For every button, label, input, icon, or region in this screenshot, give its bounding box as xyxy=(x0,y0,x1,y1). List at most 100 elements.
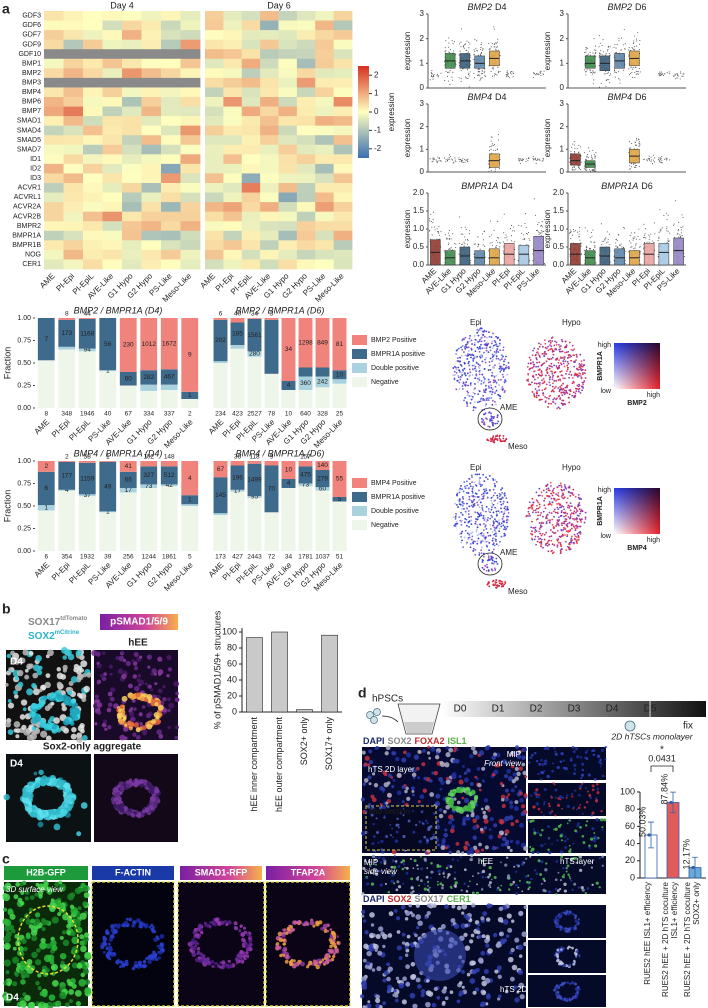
umap-dot xyxy=(527,378,530,381)
cell-dot xyxy=(473,243,475,245)
umap-dot xyxy=(476,534,479,537)
heatmap-cell xyxy=(63,68,84,79)
count-label: 9 xyxy=(270,454,274,461)
heatmap-cell xyxy=(83,202,103,213)
heatmap-cell xyxy=(205,49,224,60)
cell-dot xyxy=(535,229,538,232)
umap-dot xyxy=(491,580,494,583)
umap-dot xyxy=(487,399,490,401)
cell-dot xyxy=(520,225,522,227)
umap-dot xyxy=(477,348,480,350)
umap-dot xyxy=(492,548,495,551)
y-tick-label: 1.0 xyxy=(553,224,565,233)
cell-dot xyxy=(594,157,596,159)
umap-dot xyxy=(537,376,539,379)
cell-dot xyxy=(532,158,534,160)
umap-dot xyxy=(537,394,540,397)
umap-dot xyxy=(579,525,582,528)
umap-dot xyxy=(564,340,567,343)
umap-dot xyxy=(468,368,471,371)
umap-dot xyxy=(468,364,471,367)
cell-dot xyxy=(638,145,640,147)
umap-dot xyxy=(569,494,572,497)
cell-dot xyxy=(455,264,457,266)
heatmap-cell xyxy=(63,49,84,60)
umap-dot xyxy=(458,381,461,384)
cell-dot xyxy=(526,158,528,160)
cell-dot xyxy=(507,75,509,77)
count-label: 4 xyxy=(287,480,291,487)
cell-dot xyxy=(614,76,616,78)
cell-dot xyxy=(574,147,576,149)
cell-dot xyxy=(439,238,441,240)
cell-dot xyxy=(445,71,447,73)
cell-dot xyxy=(538,222,540,224)
heatmap-cell xyxy=(63,183,84,193)
count-label: 1499 xyxy=(247,477,262,484)
cell-dot xyxy=(649,159,651,161)
umap-dot xyxy=(460,354,463,357)
umap-dot xyxy=(474,355,476,358)
count-label: 56 xyxy=(104,341,112,348)
bar-segment xyxy=(58,461,76,462)
cell-dot xyxy=(587,171,589,173)
heatmap-cell xyxy=(205,211,224,222)
cell-dot xyxy=(493,68,495,70)
umap-dot xyxy=(540,521,543,524)
colorbar-tick-label: -1 xyxy=(374,126,382,135)
umap-dot xyxy=(457,374,460,377)
count-label: 39 xyxy=(104,554,112,561)
cell-dot xyxy=(614,71,616,73)
umap-dot xyxy=(504,582,507,584)
cell-dot xyxy=(606,231,608,233)
umap-dot xyxy=(554,511,557,514)
cell-dot xyxy=(613,69,616,71)
cell-dot xyxy=(518,158,520,160)
cell-dot xyxy=(609,82,611,84)
umap-dot xyxy=(492,374,495,377)
heatmap-cell xyxy=(223,221,243,232)
count-label: 1159 xyxy=(80,475,94,482)
count-label: 234 xyxy=(215,411,226,418)
cell-dot xyxy=(650,160,652,162)
cell-dot xyxy=(589,69,591,71)
umap-dot xyxy=(560,514,563,517)
cell-dot xyxy=(580,253,582,255)
umap-dot xyxy=(563,389,566,392)
heatmap-cell xyxy=(260,97,279,107)
heatmap-cell xyxy=(278,173,298,184)
umap-dot xyxy=(575,524,578,527)
umap-dot xyxy=(572,349,574,352)
umap-dot xyxy=(490,397,493,399)
umap-dot xyxy=(571,539,573,542)
umap-dot xyxy=(455,512,457,515)
heatmap-cell xyxy=(122,173,142,184)
cell-dot xyxy=(495,246,497,248)
cell-dot xyxy=(491,67,493,69)
cell-dot xyxy=(518,224,520,226)
cell-dot xyxy=(447,238,449,240)
heatmap-cell xyxy=(296,39,316,50)
cell-dot xyxy=(465,49,467,51)
heatmap-cell xyxy=(223,97,243,107)
umap-label: Epi xyxy=(470,318,482,327)
umap-dot xyxy=(549,519,551,522)
umap-dot xyxy=(492,358,495,361)
cell-dot xyxy=(601,244,603,246)
cell-dot xyxy=(585,245,587,247)
cell-dot xyxy=(570,238,572,240)
plot-title: BMP4 D4 xyxy=(467,92,506,102)
heatmap-cell xyxy=(296,87,316,98)
umap-dot xyxy=(488,489,491,492)
heatmap-cell xyxy=(161,183,181,193)
cell-dot xyxy=(599,53,601,55)
cell-dot xyxy=(580,264,582,266)
cell-dot xyxy=(505,76,507,78)
cell-dot xyxy=(521,160,523,162)
cell-dot xyxy=(527,231,530,233)
cell-dot xyxy=(450,247,452,249)
umap-dot xyxy=(541,379,543,382)
cell-dot xyxy=(493,26,495,28)
umap-dot xyxy=(480,534,483,537)
colorbar-tick-label: 2 xyxy=(374,70,379,79)
